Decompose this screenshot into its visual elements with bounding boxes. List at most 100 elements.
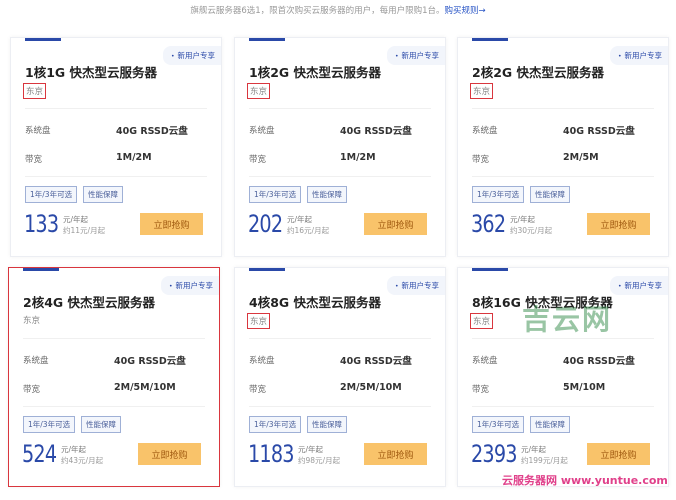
new-user-badge: 新用户专享 bbox=[386, 46, 445, 65]
bandwidth-value: 2M/5M/10M bbox=[114, 382, 176, 393]
bandwidth-value: 2M/5M bbox=[563, 152, 599, 163]
buy-now-button[interactable]: 立即抢购 bbox=[364, 213, 427, 235]
watermark-site: 云服务器网 www.yuntue.com bbox=[502, 474, 668, 487]
divider bbox=[249, 338, 431, 339]
monthly-price: 约98元/月起 bbox=[298, 456, 341, 465]
divider bbox=[23, 338, 205, 339]
product-card[interactable]: 新用户专享 2核2G 快杰型云服务器 东京 系统盘 40G RSSD云盘 带宽 … bbox=[457, 37, 669, 257]
purchase-rules-link[interactable]: 购买规则→ bbox=[444, 6, 486, 16]
disk-value: 40G RSSD云盘 bbox=[563, 126, 635, 137]
accent-bar bbox=[249, 268, 285, 271]
new-user-badge: 新用户专享 bbox=[162, 46, 221, 65]
performance-tag: 性能保障 bbox=[83, 186, 123, 203]
accent-bar bbox=[472, 268, 508, 271]
product-card[interactable]: 新用户专享 1核2G 快杰型云服务器 东京 系统盘 40G RSSD云盘 带宽 … bbox=[234, 37, 446, 257]
bandwidth-label: 带宽 bbox=[23, 385, 41, 395]
accent-bar bbox=[249, 38, 285, 41]
term-tag: 1年/3年可选 bbox=[25, 186, 78, 203]
monthly-price: 约30元/月起 bbox=[510, 226, 553, 235]
monthly-price: 约11元/月起 bbox=[63, 226, 106, 235]
performance-tag: 性能保障 bbox=[307, 416, 347, 433]
divider bbox=[472, 338, 654, 339]
bandwidth-label: 带宽 bbox=[472, 385, 490, 395]
disk-label: 系统盘 bbox=[249, 356, 275, 366]
watermark-logo: 吉云网 bbox=[522, 303, 613, 336]
new-user-badge: 新用户专享 bbox=[386, 276, 445, 295]
product-title: 1核1G 快杰型云服务器 bbox=[25, 65, 158, 80]
bandwidth-label: 带宽 bbox=[249, 155, 267, 165]
term-tag: 1年/3年可选 bbox=[249, 186, 302, 203]
bandwidth-value: 5M/10M bbox=[563, 382, 606, 393]
new-user-badge: 新用户专享 bbox=[609, 46, 668, 65]
region-label: 东京 bbox=[247, 83, 271, 99]
price-value: 362 bbox=[471, 210, 506, 238]
divider bbox=[249, 108, 431, 109]
buy-now-button[interactable]: 立即抢购 bbox=[138, 443, 201, 465]
divider bbox=[472, 108, 654, 109]
divider bbox=[249, 176, 431, 177]
region-label: 东京 bbox=[470, 83, 494, 99]
accent-bar bbox=[472, 38, 508, 41]
disk-label: 系统盘 bbox=[25, 126, 51, 136]
product-title: 2核4G 快杰型云服务器 bbox=[23, 295, 156, 310]
buy-now-button[interactable]: 立即抢购 bbox=[140, 213, 203, 235]
price-value: 2393 bbox=[471, 440, 517, 468]
price-unit: 元/年起 bbox=[287, 215, 313, 224]
new-user-badge: 新用户专享 bbox=[609, 276, 668, 295]
disk-value: 40G RSSD云盘 bbox=[116, 126, 188, 137]
bandwidth-label: 带宽 bbox=[472, 155, 490, 165]
price-unit: 元/年起 bbox=[298, 445, 324, 454]
disk-label: 系统盘 bbox=[472, 126, 498, 136]
price-unit: 元/年起 bbox=[61, 445, 87, 454]
bandwidth-label: 带宽 bbox=[25, 155, 43, 165]
product-card[interactable]: 新用户专享 8核16G 快杰型云服务器 东京 系统盘 40G RSSD云盘 带宽… bbox=[457, 267, 669, 487]
disk-value: 40G RSSD云盘 bbox=[114, 356, 186, 367]
price-unit: 元/年起 bbox=[521, 445, 547, 454]
performance-tag: 性能保障 bbox=[307, 186, 347, 203]
product-title: 4核8G 快杰型云服务器 bbox=[249, 295, 382, 310]
performance-tag: 性能保障 bbox=[81, 416, 121, 433]
disk-value: 40G RSSD云盘 bbox=[563, 356, 635, 367]
buy-now-button[interactable]: 立即抢购 bbox=[364, 443, 427, 465]
monthly-price: 约16元/月起 bbox=[287, 226, 330, 235]
divider bbox=[25, 108, 207, 109]
buy-now-button[interactable]: 立即抢购 bbox=[587, 443, 650, 465]
monthly-price: 约199元/月起 bbox=[521, 456, 568, 465]
bandwidth-label: 带宽 bbox=[249, 385, 267, 395]
price-value: 133 bbox=[24, 210, 59, 238]
term-tag: 1年/3年可选 bbox=[249, 416, 302, 433]
product-card[interactable]: 新用户专享 4核8G 快杰型云服务器 东京 系统盘 40G RSSD云盘 带宽 … bbox=[234, 267, 446, 487]
performance-tag: 性能保障 bbox=[530, 416, 570, 433]
divider bbox=[25, 176, 207, 177]
term-tag: 1年/3年可选 bbox=[472, 416, 525, 433]
accent-bar bbox=[23, 268, 59, 271]
price-value: 1183 bbox=[248, 440, 294, 468]
price-value: 202 bbox=[248, 210, 283, 238]
product-card[interactable]: 新用户专享 1核1G 快杰型云服务器 东京 系统盘 40G RSSD云盘 带宽 … bbox=[10, 37, 222, 257]
divider bbox=[472, 406, 654, 407]
region-label: 东京 bbox=[23, 83, 47, 99]
price-unit: 元/年起 bbox=[510, 215, 536, 224]
divider bbox=[472, 176, 654, 177]
product-card[interactable]: 新用户专享 2核4G 快杰型云服务器 东京 系统盘 40G RSSD云盘 带宽 … bbox=[8, 267, 220, 487]
disk-label: 系统盘 bbox=[472, 356, 498, 366]
product-title: 1核2G 快杰型云服务器 bbox=[249, 65, 382, 80]
price-unit: 元/年起 bbox=[63, 215, 89, 224]
new-user-badge: 新用户专享 bbox=[160, 276, 219, 295]
disk-label: 系统盘 bbox=[249, 126, 275, 136]
price-value: 524 bbox=[22, 440, 57, 468]
bandwidth-value: 1M/2M bbox=[116, 152, 152, 163]
divider bbox=[249, 406, 431, 407]
disk-value: 40G RSSD云盘 bbox=[340, 126, 412, 137]
monthly-price: 约43元/月起 bbox=[61, 456, 104, 465]
term-tag: 1年/3年可选 bbox=[472, 186, 525, 203]
term-tag: 1年/3年可选 bbox=[23, 416, 76, 433]
buy-now-button[interactable]: 立即抢购 bbox=[587, 213, 650, 235]
region-label: 东京 bbox=[23, 316, 41, 326]
bandwidth-value: 2M/5M/10M bbox=[340, 382, 402, 393]
disk-label: 系统盘 bbox=[23, 356, 49, 366]
disk-value: 40G RSSD云盘 bbox=[340, 356, 412, 367]
product-title: 8核16G 快杰型云服务器 bbox=[472, 295, 613, 310]
product-title: 2核2G 快杰型云服务器 bbox=[472, 65, 605, 80]
region-label: 东京 bbox=[247, 313, 271, 329]
